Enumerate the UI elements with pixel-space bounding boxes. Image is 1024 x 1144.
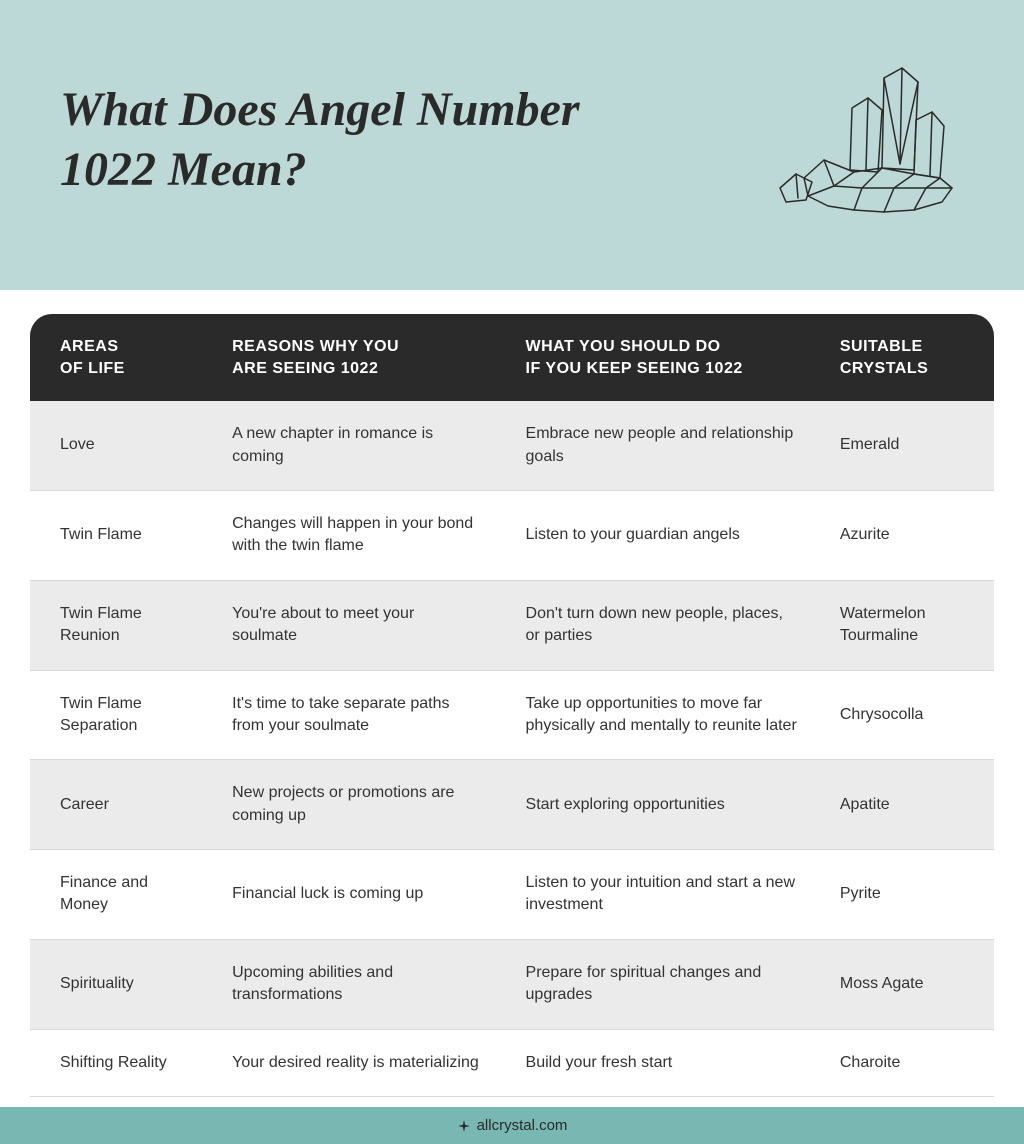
cell-reason: A new chapter in romance is coming — [208, 401, 501, 491]
cell-reason: It's time to take separate paths from yo… — [208, 671, 501, 761]
cell-action: Build your fresh start — [502, 1030, 816, 1097]
table-container: AREASOF LIFE REASONS WHY YOUARE SEEING 1… — [0, 290, 1024, 1097]
cell-crystal: Moss Agate — [816, 940, 994, 1030]
cell-crystal: Watermelon Tourmaline — [816, 581, 994, 671]
cell-reason: New projects or promotions are coming up — [208, 760, 501, 850]
cell-area: Twin Flame Reunion — [30, 581, 208, 671]
sparkle-icon — [457, 1119, 471, 1133]
cell-action: Embrace new people and relationship goal… — [502, 401, 816, 491]
cell-action: Listen to your intuition and start a new… — [502, 850, 816, 940]
col-header-reason: REASONS WHY YOUARE SEEING 1022 — [208, 314, 501, 401]
cell-action: Start exploring opportunities — [502, 760, 816, 850]
crystal-cluster-icon — [744, 60, 974, 220]
cell-area: Career — [30, 760, 208, 850]
table-header-row: AREASOF LIFE REASONS WHY YOUARE SEEING 1… — [30, 314, 994, 401]
table-row: Career New projects or promotions are co… — [30, 760, 994, 850]
cell-area: Shifting Reality — [30, 1030, 208, 1097]
cell-reason: Your desired reality is materializing — [208, 1030, 501, 1097]
footer-bar: allcrystal.com — [0, 1107, 1024, 1144]
cell-action: Don't turn down new people, places, or p… — [502, 581, 816, 671]
table-row: Twin Flame Changes will happen in your b… — [30, 491, 994, 581]
table-row: Shifting Reality Your desired reality is… — [30, 1030, 994, 1097]
cell-action: Take up opportunities to move far physic… — [502, 671, 816, 761]
cell-area: Twin Flame — [30, 491, 208, 581]
cell-crystal: Apatite — [816, 760, 994, 850]
cell-action: Listen to your guardian angels — [502, 491, 816, 581]
table-row: Love A new chapter in romance is coming … — [30, 401, 994, 491]
cell-reason: Financial luck is coming up — [208, 850, 501, 940]
page-title: What Does Angel Number 1022 Mean? — [60, 80, 680, 200]
table-row: Spirituality Upcoming abilities and tran… — [30, 940, 994, 1030]
cell-area: Finance and Money — [30, 850, 208, 940]
cell-reason: Upcoming abilities and transformations — [208, 940, 501, 1030]
cell-area: Love — [30, 401, 208, 491]
cell-crystal: Chrysocolla — [816, 671, 994, 761]
cell-area: Spirituality — [30, 940, 208, 1030]
cell-crystal: Emerald — [816, 401, 994, 491]
col-header-action: WHAT YOU SHOULD DOIF YOU KEEP SEEING 102… — [502, 314, 816, 401]
cell-crystal: Pyrite — [816, 850, 994, 940]
cell-reason: You're about to meet your soulmate — [208, 581, 501, 671]
table-row: Twin Flame Separation It's time to take … — [30, 671, 994, 761]
cell-action: Prepare for spiritual changes and upgrad… — [502, 940, 816, 1030]
header-banner: What Does Angel Number 1022 Mean? — [0, 0, 1024, 290]
cell-reason: Changes will happen in your bond with th… — [208, 491, 501, 581]
col-header-area: AREASOF LIFE — [30, 314, 208, 401]
cell-crystal: Charoite — [816, 1030, 994, 1097]
cell-crystal: Azurite — [816, 491, 994, 581]
footer-text: allcrystal.com — [477, 1117, 568, 1134]
table-row: Finance and Money Financial luck is comi… — [30, 850, 994, 940]
col-header-crystal: SUITABLECRYSTALS — [816, 314, 994, 401]
table-row: Twin Flame Reunion You're about to meet … — [30, 581, 994, 671]
cell-area: Twin Flame Separation — [30, 671, 208, 761]
meaning-table: AREASOF LIFE REASONS WHY YOUARE SEEING 1… — [30, 314, 994, 1097]
